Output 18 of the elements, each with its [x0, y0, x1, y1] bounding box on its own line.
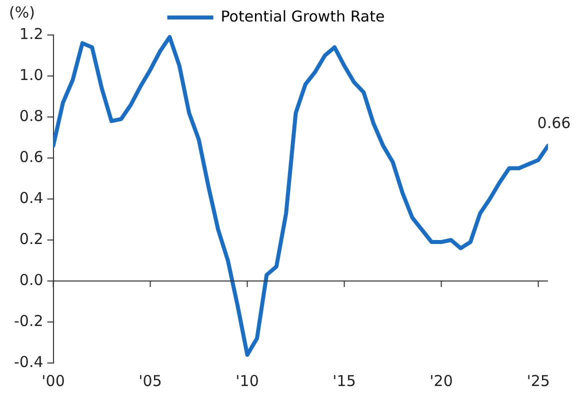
y-tick-label: 1.0 [19, 66, 44, 84]
x-tick-label: '25 [526, 372, 550, 390]
x-tick-label: '10 [236, 372, 259, 390]
data-label: 0.66 [537, 114, 571, 132]
y-tick-label: -0.4 [14, 352, 44, 371]
x-tick-label: '00 [42, 372, 65, 390]
y-tick-label: 0.0 [19, 270, 44, 289]
x-tick-label: '15 [332, 372, 356, 390]
y-tick-label: -0.2 [14, 312, 44, 330]
legend-label: Potential Growth Rate [220, 7, 385, 26]
x-tick-label: '20 [430, 372, 453, 390]
y-tick-label: 0.8 [19, 106, 44, 125]
x-tick-label: '05 [138, 372, 162, 390]
y-tick-label: 0.6 [19, 148, 44, 166]
y-tick-label: 0.4 [19, 188, 44, 207]
y-axis-title: (%) [9, 3, 35, 22]
y-tick-label: 0.2 [19, 230, 44, 248]
y-tick-label: 1.2 [19, 24, 44, 43]
